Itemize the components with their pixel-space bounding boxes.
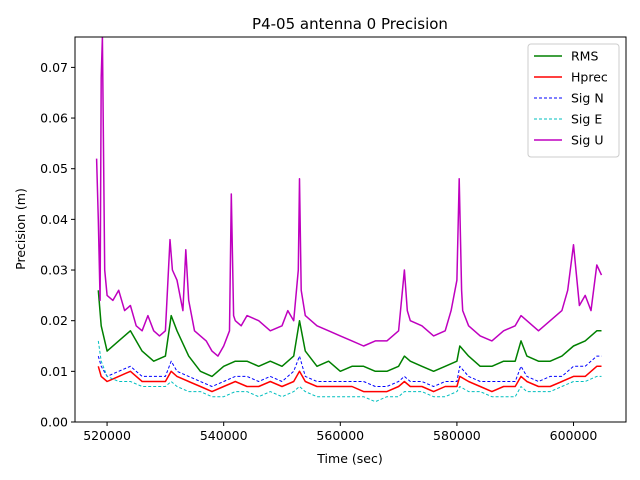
legend-label: Sig E	[571, 112, 602, 127]
x-tick-label: 600000	[550, 428, 598, 443]
legend: RMS Hprec Sig N Sig E Sig U	[527, 43, 620, 158]
x-axis-label: Time (sec)	[316, 451, 382, 466]
y-tick-label: 0.06	[40, 111, 68, 126]
series-line-sig-e	[97, 340, 602, 403]
chart-title: P4-05 antenna 0 Precision	[252, 15, 448, 33]
y-tick-label: 0.02	[40, 313, 68, 328]
y-tick-label: 0.00	[40, 415, 68, 430]
y-tick-label: 0.03	[40, 263, 68, 278]
legend-box	[527, 43, 620, 158]
series-line-sig-n	[97, 355, 602, 387]
series-layer	[95, 37, 603, 403]
x-tick-label: 520000	[83, 428, 131, 443]
x-axis-ticks: 520000 540000 560000 580000 600000	[83, 422, 597, 443]
legend-label: Sig U	[571, 133, 603, 148]
series-line-hprec	[97, 365, 602, 393]
series-line-rms	[97, 290, 602, 378]
y-tick-label: 0.01	[40, 364, 68, 379]
legend-label: Hprec	[571, 70, 608, 85]
y-tick-label: 0.04	[40, 212, 68, 227]
legend-label: RMS	[571, 49, 598, 64]
y-tick-label: 0.05	[40, 161, 68, 176]
plot-frame	[74, 36, 627, 423]
x-tick-label: 580000	[433, 428, 481, 443]
series-line-sig-u	[95, 37, 603, 357]
x-tick-label: 560000	[316, 428, 364, 443]
x-tick-label: 540000	[200, 428, 248, 443]
y-axis-label: Precision (m)	[13, 188, 28, 270]
y-axis-ticks: 0.00 0.01 0.02 0.03 0.04 0.05 0.06 0.07	[40, 60, 75, 430]
y-tick-label: 0.07	[40, 60, 68, 75]
legend-label: Sig N	[571, 91, 604, 106]
